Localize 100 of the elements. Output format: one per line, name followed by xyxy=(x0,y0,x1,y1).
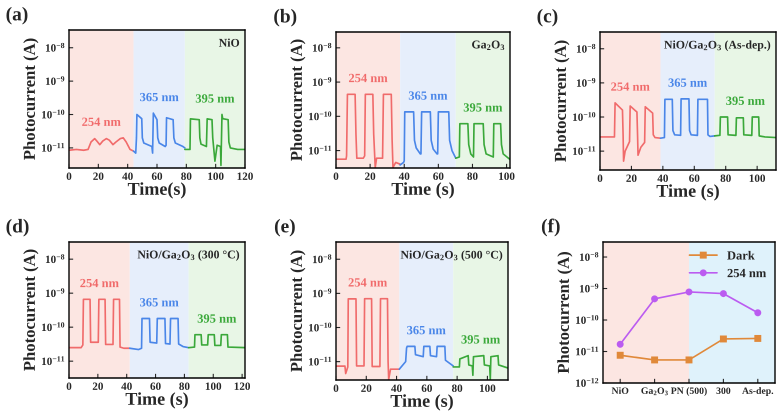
line-series xyxy=(69,137,134,152)
point xyxy=(720,336,727,342)
x-tick-label: 60 xyxy=(689,174,700,182)
y-tick-label: 10$^{−10}$ xyxy=(42,110,64,118)
annotation: Ga$_{2}$O$_{3}$ xyxy=(472,40,504,50)
point xyxy=(616,352,624,359)
point xyxy=(720,290,727,298)
x-axis-title: Time (s) xyxy=(390,394,453,411)
y-tick-label: 10$^{−9}$ xyxy=(312,77,332,86)
series-label: 395 nm xyxy=(461,335,500,344)
y-axis-title: Photocurrent (A) xyxy=(23,38,38,160)
x-tick-label: 100 xyxy=(750,174,766,182)
line-series xyxy=(454,122,510,160)
y-tick-label: 10$^{−9}$ xyxy=(46,76,64,86)
series-label: 254 nm xyxy=(348,278,388,287)
series-label: 395 nm xyxy=(198,314,236,323)
point xyxy=(651,356,658,364)
x-tick-label: NiO xyxy=(612,387,628,394)
y-axis-title: Photocurrent (A) xyxy=(290,250,306,372)
y-tick-label: 10$^{−11}$ xyxy=(42,142,64,152)
chart-title: (f) xyxy=(542,218,560,236)
series-label: 254 nm xyxy=(82,118,121,126)
y-tick-label: 10$^{−11}$ xyxy=(576,346,598,356)
series-label: 254 nm xyxy=(80,278,119,288)
y-tick-label: 10$^{−10}$ xyxy=(576,315,598,324)
line-series xyxy=(128,318,190,350)
line-series xyxy=(336,93,401,168)
y-tick-label: 10$^{−10}$ xyxy=(309,111,332,120)
x-tick-label: Ga$_{2}$O$_{3}$ xyxy=(641,387,668,396)
x-tick-label: 60 xyxy=(422,384,432,392)
line-series xyxy=(714,116,776,138)
x-tick-label: 80 xyxy=(181,172,192,180)
y-axis-title: Photocurrent (A) xyxy=(23,250,38,371)
y-tick-label: 10$^{−8}$ xyxy=(46,42,64,52)
series-label: 365 nm xyxy=(407,326,446,334)
series-label: 365 nm xyxy=(668,78,708,87)
y-tick-label: 10$^{−11}$ xyxy=(573,146,596,156)
y-tick-label: 10$^{−9}$ xyxy=(576,78,596,87)
x-tick-label: 0 xyxy=(66,172,72,180)
annotation: NiO xyxy=(218,38,240,47)
point xyxy=(754,334,762,342)
y-tick-label: 10$^{−8}$ xyxy=(312,42,332,52)
line-series xyxy=(132,112,186,154)
x-tick-label: 20 xyxy=(92,382,103,390)
line-series xyxy=(398,346,454,370)
x-tick-label: 0 xyxy=(598,174,602,182)
legend-label: Dark xyxy=(727,250,755,260)
x-tick-label: PN (500) xyxy=(670,387,707,396)
y-axis-title: Photocurrent (A) xyxy=(557,252,572,374)
x-tick-label: 100 xyxy=(206,382,222,390)
point xyxy=(651,295,658,302)
x-tick-label: 120 xyxy=(238,172,253,180)
x-tick-label: 80 xyxy=(720,174,731,182)
x-tick-label: 20 xyxy=(93,172,104,180)
x-axis-title: Time (s) xyxy=(392,182,454,199)
x-tick-label: 0 xyxy=(334,172,338,180)
x-tick-label: 0 xyxy=(66,382,72,390)
x-tick-label: 40 xyxy=(657,174,668,182)
x-tick-label: 40 xyxy=(391,384,402,392)
x-tick-label: As-dep. xyxy=(742,387,774,396)
point xyxy=(754,309,762,316)
line-series xyxy=(336,298,400,380)
series-label: 365 nm xyxy=(140,298,179,306)
y-tick-label: 10$^{−11}$ xyxy=(42,356,64,366)
chart-title: (c) xyxy=(537,8,558,26)
chart-title: (a) xyxy=(6,6,28,24)
point xyxy=(686,288,692,296)
y-tick-label: 10$^{−9}$ xyxy=(312,288,332,298)
series-label: 365 nm xyxy=(140,92,179,102)
y-tick-label: 10$^{−11}$ xyxy=(309,146,332,154)
line-series xyxy=(69,298,131,350)
series-label: 254 nm xyxy=(348,74,388,82)
x-axis-title: Time (s) xyxy=(126,392,188,409)
x-tick-label: 100 xyxy=(208,172,224,180)
chart-title: (b) xyxy=(274,8,296,27)
y-tick-label: 10$^{−8}$ xyxy=(580,252,598,261)
x-tick-label: 0 xyxy=(334,384,338,392)
x-tick-label: 80 xyxy=(467,172,478,180)
series-label: 395 nm xyxy=(726,96,765,105)
line-series xyxy=(600,102,662,162)
line-series xyxy=(452,354,508,380)
series-label: 365 nm xyxy=(408,91,448,100)
point xyxy=(686,356,692,364)
series-label: 395 nm xyxy=(196,94,234,103)
y-tick-label: 10$^{−9}$ xyxy=(580,284,598,292)
chart-title: (d) xyxy=(6,218,29,237)
x-tick-label: 100 xyxy=(499,172,514,180)
y-tick-label: 10$^{−8}$ xyxy=(576,44,596,53)
line-series xyxy=(184,114,245,166)
x-tick-label: 20 xyxy=(365,172,376,180)
x-tick-label: 100 xyxy=(480,384,496,392)
y-tick-label: 10$^{−9}$ xyxy=(46,288,64,298)
y-tick-label: 10$^{−10}$ xyxy=(573,112,596,121)
legend-label: 254 nm xyxy=(728,268,766,278)
annotation: NiO/Ga$_{2}$O$_{3}$ (500 °C) xyxy=(400,250,502,262)
x-tick-label: 40 xyxy=(122,172,133,180)
y-tick-label: 10$^{−8}$ xyxy=(312,254,332,264)
y-axis-title: Photocurrent (A) xyxy=(290,40,306,161)
y-tick-label: 10$^{−11}$ xyxy=(309,356,332,366)
chart-title: (e) xyxy=(274,218,295,236)
